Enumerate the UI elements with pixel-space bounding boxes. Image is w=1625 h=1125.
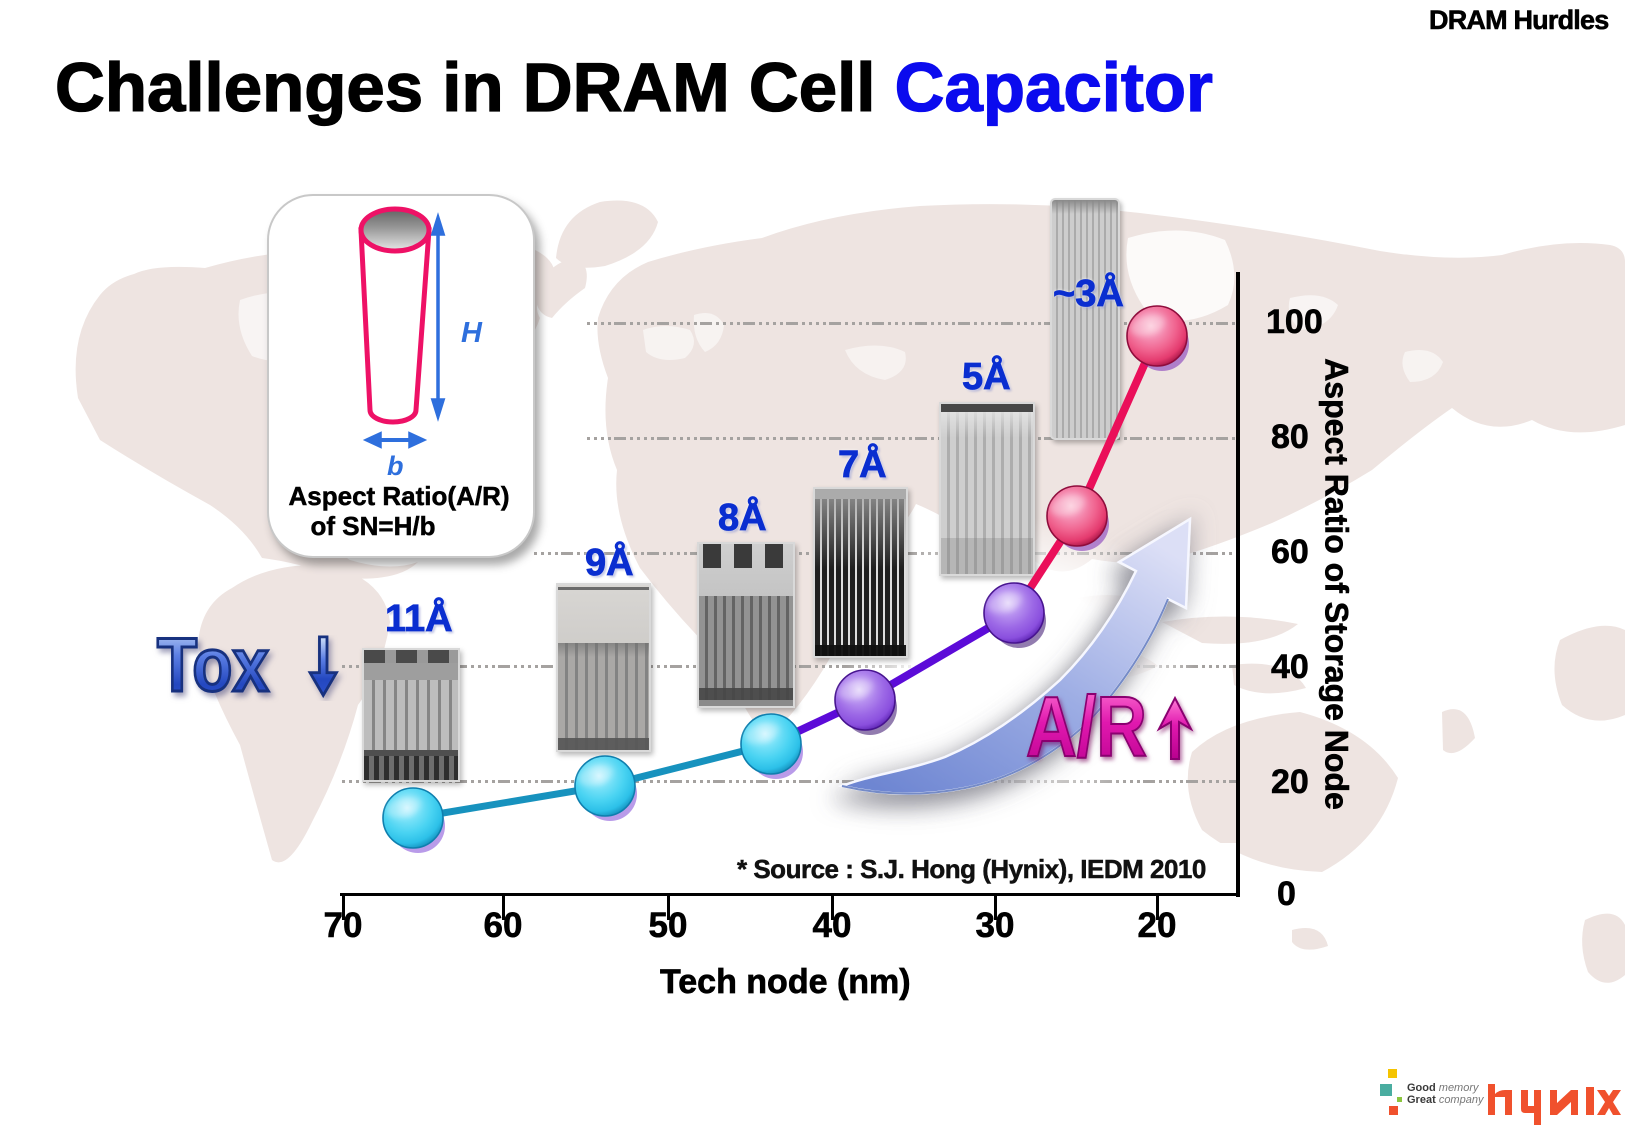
svg-text:Tox: Tox <box>157 623 269 708</box>
svg-text:A/R: A/R <box>1026 680 1147 775</box>
svg-text:H: H <box>461 317 483 349</box>
svg-text:b: b <box>387 451 404 481</box>
